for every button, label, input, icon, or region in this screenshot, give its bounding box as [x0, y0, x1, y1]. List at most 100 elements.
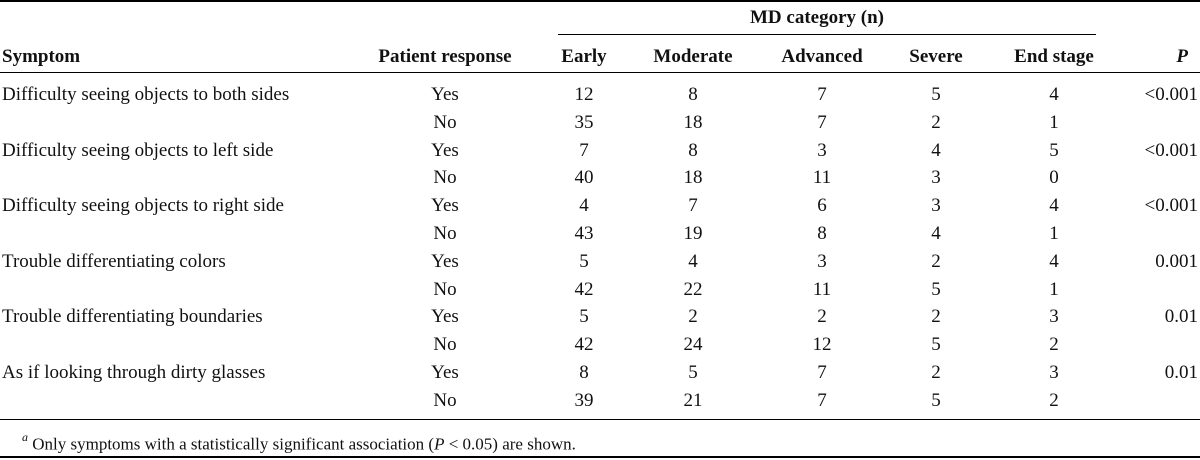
count-cell: 35 — [574, 112, 594, 133]
count-cell: 0 — [1049, 167, 1059, 188]
count-cell: 2 — [817, 306, 827, 327]
count-cell: 3 — [931, 195, 941, 216]
symptom-label: Difficulty seeing objects to right side — [2, 195, 284, 216]
p-value: <0.001 — [1144, 195, 1198, 216]
count-cell: 7 — [817, 84, 827, 105]
symptom-label: Difficulty seeing objects to left side — [2, 140, 274, 161]
response-no: No — [433, 390, 457, 411]
count-cell: 2 — [1049, 334, 1059, 355]
count-cell: 5 — [688, 362, 698, 383]
footnote-marker: a — [22, 430, 28, 444]
response-yes: Yes — [431, 140, 459, 161]
count-cell: 4 — [688, 251, 698, 272]
count-cell: 18 — [683, 112, 703, 133]
footnote-p-symbol: P — [434, 434, 445, 454]
count-cell: 5 — [931, 279, 941, 300]
response-no: No — [433, 112, 457, 133]
count-cell: 4 — [931, 140, 941, 161]
count-cell: 1 — [1049, 223, 1059, 244]
moderate-header: Moderate — [653, 46, 733, 67]
count-cell: 11 — [812, 167, 832, 188]
footnote: a Only symptoms with a statistically sig… — [22, 428, 576, 456]
count-cell: 43 — [574, 223, 594, 244]
count-cell: 2 — [688, 306, 698, 327]
count-cell: 7 — [817, 362, 827, 383]
count-cell: 3 — [817, 140, 827, 161]
md-category-header: MD category (n) — [750, 7, 885, 28]
p-value: <0.001 — [1144, 140, 1198, 161]
count-cell: 3 — [1049, 306, 1059, 327]
response-yes: Yes — [431, 251, 459, 272]
count-cell: 5 — [931, 84, 941, 105]
symptom-label: Trouble differentiating boundaries — [2, 306, 263, 327]
count-cell: 4 — [1049, 195, 1059, 216]
count-cell: 2 — [1049, 390, 1059, 411]
patient-response-header: Patient response — [378, 46, 512, 67]
count-cell: 5 — [579, 251, 589, 272]
count-cell: 18 — [683, 167, 703, 188]
response-no: No — [433, 223, 457, 244]
p-value: 0.001 — [1155, 251, 1198, 272]
p-value: <0.001 — [1144, 84, 1198, 105]
count-cell: 19 — [683, 223, 703, 244]
symptom-label: Difficulty seeing objects to both sides — [2, 84, 290, 105]
early-header: Early — [561, 46, 607, 67]
count-cell: 40 — [574, 167, 594, 188]
count-cell: 4 — [579, 195, 589, 216]
count-cell: 6 — [817, 195, 827, 216]
symptom-header: Symptom — [2, 46, 81, 67]
symptom-label: As if looking through dirty glasses — [2, 362, 266, 383]
count-cell: 5 — [579, 306, 589, 327]
response-no: No — [433, 279, 457, 300]
count-cell: 4 — [1049, 251, 1059, 272]
footnote-rule — [0, 456, 1200, 458]
count-cell: 8 — [688, 84, 698, 105]
response-yes: Yes — [431, 362, 459, 383]
count-cell: 5 — [931, 334, 941, 355]
count-cell: 21 — [683, 390, 703, 411]
count-cell: 7 — [688, 195, 698, 216]
p-value-header: P — [1176, 46, 1188, 67]
count-cell: 12 — [812, 334, 832, 355]
count-cell: 2 — [931, 251, 941, 272]
md-category-underline — [558, 34, 1096, 35]
count-cell: 39 — [574, 390, 594, 411]
response-yes: Yes — [431, 306, 459, 327]
response-yes: Yes — [431, 195, 459, 216]
count-cell: 24 — [683, 334, 703, 355]
severe-header: Severe — [909, 46, 963, 67]
count-cell: 8 — [688, 140, 698, 161]
end-stage-header: End stage — [1014, 46, 1094, 67]
table-bottom-rule — [0, 419, 1200, 420]
count-cell: 7 — [579, 140, 589, 161]
count-cell: 3 — [817, 251, 827, 272]
table-top-rule — [0, 0, 1200, 2]
count-cell: 5 — [1049, 140, 1059, 161]
count-cell: 42 — [574, 279, 594, 300]
count-cell: 12 — [574, 84, 594, 105]
advanced-header: Advanced — [781, 46, 863, 67]
count-cell: 4 — [931, 223, 941, 244]
response-yes: Yes — [431, 84, 459, 105]
count-cell: 3 — [1049, 362, 1059, 383]
count-cell: 1 — [1049, 279, 1059, 300]
footnote-text-after: < 0.05) are shown. — [444, 434, 576, 454]
count-cell: 7 — [817, 112, 827, 133]
count-cell: 8 — [579, 362, 589, 383]
count-cell: 7 — [817, 390, 827, 411]
count-cell: 42 — [574, 334, 594, 355]
count-cell: 11 — [812, 279, 832, 300]
symptom-label: Trouble differentiating colors — [2, 251, 226, 272]
count-cell: 4 — [1049, 84, 1059, 105]
count-cell: 2 — [931, 112, 941, 133]
response-no: No — [433, 334, 457, 355]
count-cell: 2 — [931, 306, 941, 327]
p-value: 0.01 — [1164, 306, 1198, 327]
response-no: No — [433, 167, 457, 188]
count-cell: 3 — [931, 167, 941, 188]
footnote-text-before: Only symptoms with a statistically signi… — [32, 434, 435, 454]
count-cell: 8 — [817, 223, 827, 244]
header-rule — [0, 72, 1200, 73]
count-cell: 1 — [1049, 112, 1059, 133]
